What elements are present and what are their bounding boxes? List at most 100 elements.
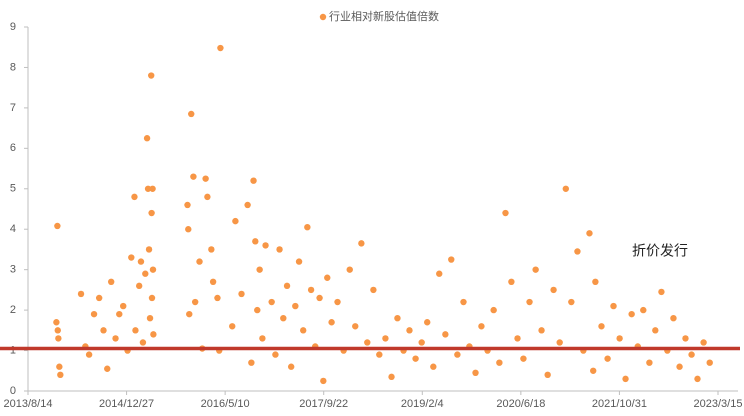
point <box>358 240 365 247</box>
point <box>272 351 279 358</box>
point <box>184 201 191 209</box>
x-tick-label: 2019/2/4 <box>401 398 444 410</box>
point <box>116 310 123 318</box>
point <box>544 371 551 379</box>
point <box>185 226 192 233</box>
point <box>610 302 617 310</box>
point <box>376 351 383 358</box>
point <box>454 351 461 358</box>
point <box>316 294 323 302</box>
point <box>229 323 236 330</box>
y-tick-label: 3 <box>10 264 16 276</box>
y-tick-label: 0 <box>10 385 16 397</box>
x-tick-label: 2014/12/27 <box>99 398 154 410</box>
point <box>137 258 145 265</box>
y-tick-label: 9 <box>10 21 16 33</box>
point <box>394 315 401 322</box>
point <box>196 258 203 265</box>
x-tick-label: 2023/3/15 <box>694 398 743 410</box>
point <box>526 298 533 306</box>
y-tick-label: 4 <box>10 223 16 235</box>
point <box>430 363 437 370</box>
point <box>132 327 139 334</box>
point <box>472 369 479 376</box>
point <box>95 294 103 302</box>
point <box>706 359 713 366</box>
point <box>248 359 255 366</box>
point <box>204 193 211 201</box>
point <box>628 310 635 318</box>
point <box>676 363 683 370</box>
point <box>520 355 527 362</box>
point <box>112 335 119 342</box>
point <box>334 298 341 306</box>
point <box>424 319 431 326</box>
point <box>295 258 303 265</box>
point <box>328 319 335 326</box>
point <box>148 72 155 79</box>
point <box>268 298 275 306</box>
point <box>259 335 266 342</box>
point <box>304 224 311 231</box>
point <box>496 359 503 366</box>
point <box>508 278 515 285</box>
point <box>85 351 93 358</box>
point <box>598 323 605 330</box>
point <box>148 209 155 217</box>
point <box>324 274 331 281</box>
point <box>538 327 545 334</box>
point <box>53 319 60 326</box>
x-tick-label: 2017/9/22 <box>299 398 348 410</box>
point <box>56 363 63 370</box>
point <box>128 254 135 261</box>
y-tick-label: 8 <box>10 61 16 73</box>
point <box>280 315 287 322</box>
point <box>214 294 221 302</box>
point <box>120 302 127 310</box>
point <box>640 306 647 314</box>
point <box>514 335 521 342</box>
point <box>139 339 147 346</box>
point <box>688 351 695 358</box>
point <box>388 373 395 381</box>
point <box>55 335 62 342</box>
point <box>346 266 353 273</box>
point <box>490 306 497 314</box>
point <box>364 339 371 346</box>
point <box>135 282 143 290</box>
legend-marker <box>319 13 327 21</box>
point <box>382 335 389 342</box>
point <box>616 335 623 342</box>
point <box>412 355 419 362</box>
legend-label: 行业相对新股估值倍数 <box>329 9 439 23</box>
point <box>145 246 153 253</box>
point <box>292 302 299 310</box>
point <box>107 278 115 285</box>
point <box>142 270 149 277</box>
point <box>276 246 283 253</box>
point <box>146 315 154 322</box>
point <box>208 246 215 253</box>
point <box>460 298 467 306</box>
point <box>556 339 563 346</box>
point <box>57 371 64 379</box>
point <box>307 286 315 294</box>
point <box>670 315 677 322</box>
point <box>250 177 257 184</box>
point <box>283 282 291 290</box>
x-tick-label: 2016/5/10 <box>201 398 250 410</box>
x-tick-label: 2013/8/14 <box>4 398 53 410</box>
point <box>370 286 377 294</box>
point <box>149 266 157 273</box>
point <box>646 359 653 366</box>
point <box>54 222 61 230</box>
y-tick-label: 6 <box>10 142 16 154</box>
point <box>562 185 570 192</box>
point <box>143 135 151 142</box>
y-tick-label: 1 <box>10 344 16 356</box>
point <box>202 175 209 182</box>
point <box>209 278 217 285</box>
point <box>442 331 449 338</box>
point <box>502 209 509 217</box>
